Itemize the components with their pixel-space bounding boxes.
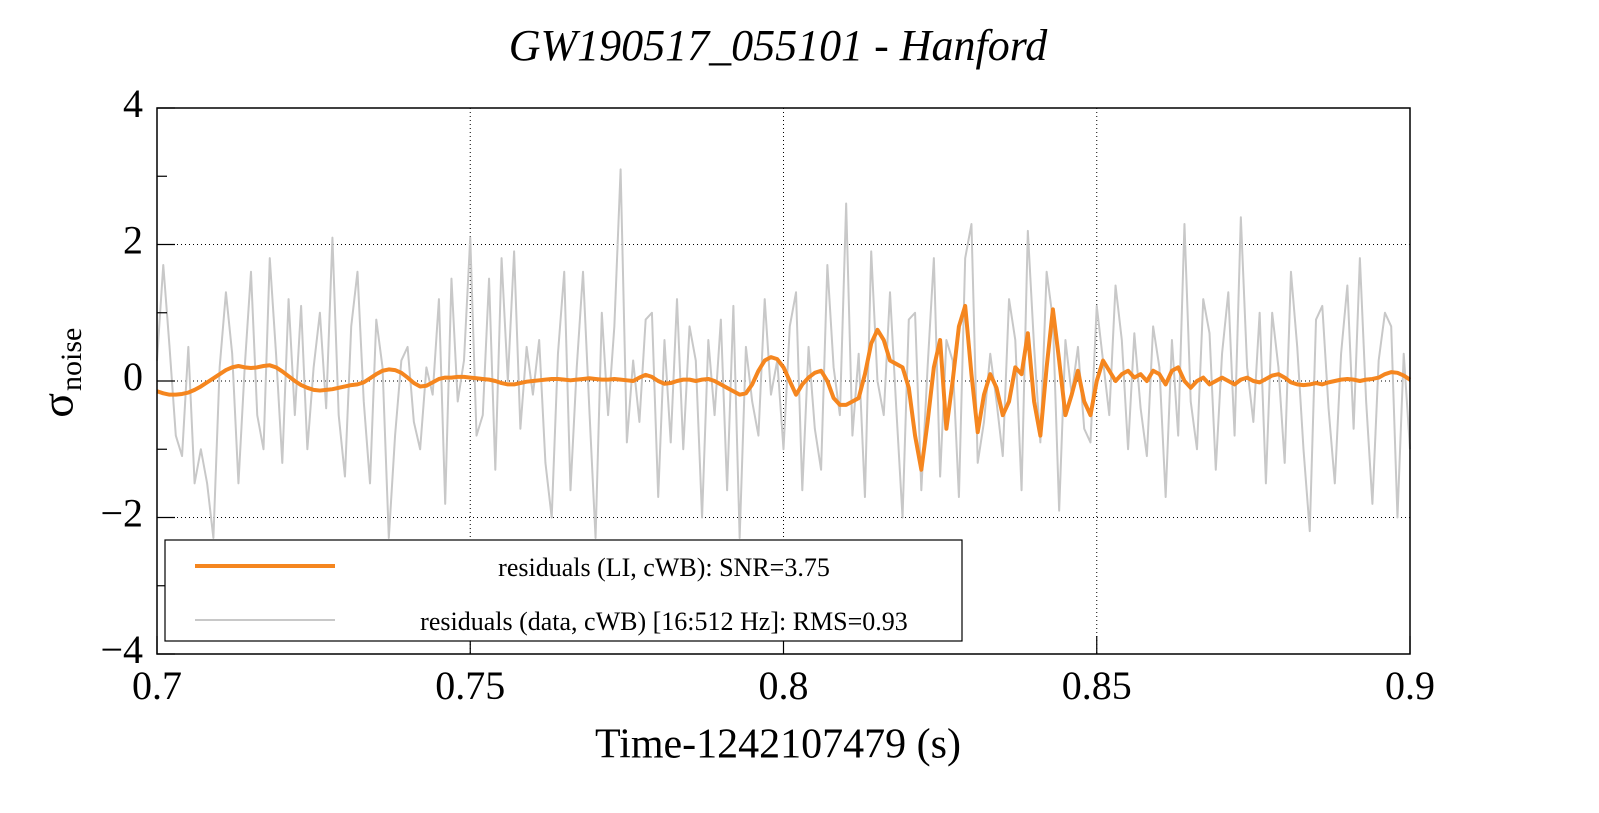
x-axis-label: Time-1242107479 (s) — [595, 722, 961, 768]
y-tick-label: 0 — [123, 354, 143, 399]
x-tick-label: 0.9 — [1385, 663, 1435, 708]
series-line — [156, 303, 1412, 472]
x-tick-label: 0.75 — [435, 663, 505, 708]
y-axis-subscript: noise — [55, 328, 88, 391]
y-tick-label: −4 — [100, 627, 143, 672]
x-tick-label: 0.7 — [132, 663, 182, 708]
y-tick-label: 2 — [123, 218, 143, 263]
series-line — [156, 168, 1411, 539]
chart-title: GW190517_055101 - Hanford — [509, 21, 1049, 70]
y-axis-label: σ noise — [32, 328, 88, 418]
y-tick-label: 4 — [123, 81, 143, 126]
y-tick-label: −2 — [100, 491, 143, 536]
y-axis-symbol: σ — [32, 393, 83, 418]
x-tick-label: 0.85 — [1062, 663, 1132, 708]
legend-box — [164, 539, 963, 642]
x-tick-label: 0.8 — [759, 663, 809, 708]
legend-label: residuals (data, cWB) [16:512 Hz]: RMS=0… — [420, 607, 908, 636]
legend: residuals (LI, cWB): SNR=3.75 residuals (… — [164, 539, 963, 642]
legend-label: residuals (LI, cWB): SNR=3.75 — [498, 553, 830, 582]
